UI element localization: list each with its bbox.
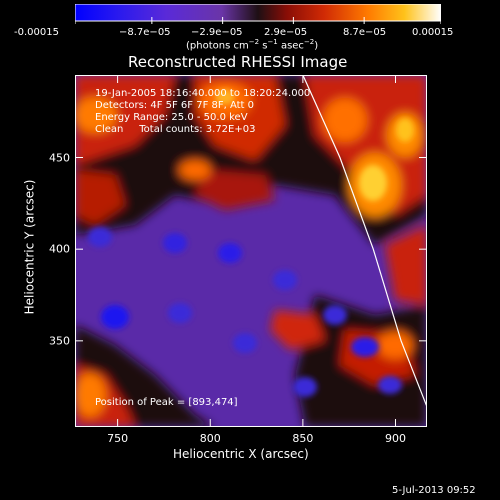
y-tick-label: 450 (49, 151, 70, 164)
x-tick-label: 900 (385, 432, 406, 445)
annotation-peak-position: Position of Peak = [893,474] (95, 397, 238, 408)
colorbar-unit-part: s (259, 40, 268, 52)
heatmap-blue-spot (293, 377, 317, 397)
heatmap-peaks (215, 89, 414, 201)
heatmap-hot-spot (179, 160, 211, 180)
x-tick-label: 850 (292, 432, 314, 445)
heatmap-blue-spot (351, 337, 379, 357)
colorbar-tick-label-5: 0.00015 (412, 27, 454, 38)
heatmap-blue-spot (273, 270, 297, 290)
heatmap-blue-spot (88, 227, 112, 247)
annotation-detectors: Detectors: 4F 5F 6F 7F 8F, Att 0 (95, 100, 255, 111)
y-axis-label: Heliocentric Y (arcsec) (22, 179, 37, 315)
heatmap-negative-spots (88, 227, 402, 397)
colorbar-ticks (75, 17, 441, 24)
heatmap-hot-spot (75, 373, 106, 417)
colorbar-tick-label-1: −8.7e−05 (119, 27, 171, 38)
colorbar-tick-label-0: -0.00015 (14, 27, 59, 38)
heatmap-hot-region (195, 170, 275, 210)
colorbar-unit-exp: −2 (303, 38, 315, 46)
heatmap-blue-spot (218, 243, 242, 263)
heatmap-hot-spot (323, 98, 367, 142)
heatmap-blue-spot (163, 233, 187, 253)
colorbar-unit-part: (photons cm (186, 40, 249, 52)
colorbar-unit-part: ) (314, 40, 319, 52)
heatmap-blue-spot (168, 303, 192, 323)
footer-date: 5-Jul-2013 09:52 (392, 485, 476, 496)
heatmap-hot-region (385, 225, 427, 305)
annotation-energy-range: Energy Range: 25.0 - 50.0 keV (95, 112, 248, 123)
y-tick-label: 350 (49, 334, 70, 348)
heatmap-peak-spot (215, 89, 235, 105)
colorbar-tick-label-2: −2.9e−05 (191, 27, 243, 38)
heatmap-blue-spot (233, 333, 257, 353)
colorbar (75, 4, 441, 24)
annotation-time-range: 19-Jan-2005 18:16:40.000 to 18:20:24.000 (95, 88, 311, 99)
axis-ticks (75, 75, 427, 427)
heatmap-hot-spot (377, 331, 413, 359)
colorbar-unit-label: (photons cm−2 s−1 asec−2) (186, 38, 318, 51)
colorbar-unit-exp: −2 (248, 38, 260, 46)
heatmap-blue-spot (378, 376, 402, 394)
heatmap-hot-spot (75, 97, 117, 133)
heatmap-blue-spot (101, 305, 129, 329)
y-tick-label: 400 (49, 242, 70, 256)
heatmap-peak-spot (359, 165, 387, 201)
heatmap-hot-region (270, 310, 325, 350)
x-tick-label: 750 (107, 432, 129, 445)
colorbar-unit-part: asec (277, 40, 304, 52)
chart-title: Reconstructed RHESSI Image (128, 53, 348, 71)
plot-frame (75, 75, 427, 427)
heatmap-hot-region (75, 170, 125, 225)
solar-limb-line (302, 75, 427, 408)
colorbar-unit-exp: −1 (267, 38, 278, 46)
heatmap-peak-spot (396, 118, 414, 142)
plot-area (75, 75, 427, 427)
x-axis-label: Heliocentric X (arcsec) (173, 447, 309, 461)
heatmap-image (75, 75, 427, 427)
annotation-counts: Clean Total counts: 3.72E+03 (95, 124, 256, 135)
colorbar-tick-label-3: 2.9e−05 (264, 27, 308, 38)
heatmap-blue-spot (323, 305, 347, 325)
x-tick-label: 800 (199, 432, 221, 445)
colorbar-gradient (75, 4, 441, 22)
colorbar-tick-label-4: 8.7e−05 (343, 27, 387, 38)
